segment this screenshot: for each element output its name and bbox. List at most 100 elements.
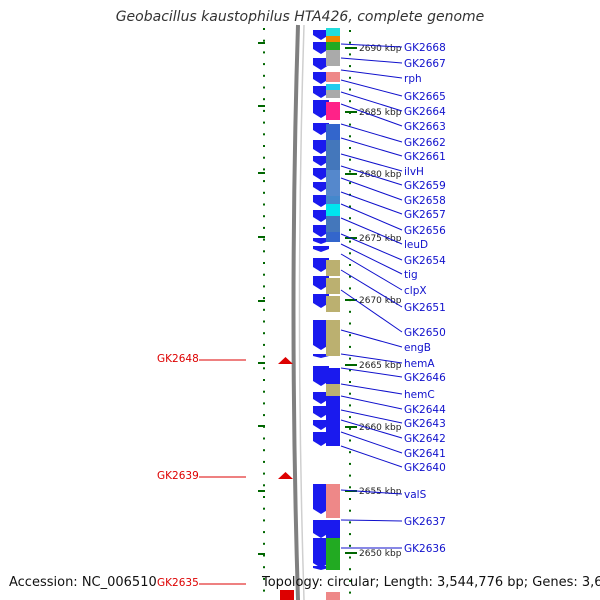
gene-category-bar [326, 216, 340, 232]
gene-category-bar [326, 484, 340, 518]
gene-leader-line [340, 489, 403, 495]
scale-tick [263, 577, 265, 580]
gene-leader-line [340, 409, 403, 424]
scale-tick [349, 568, 351, 571]
scale-tick [263, 496, 265, 498]
scale-tick [349, 228, 351, 231]
gene-leader-line [340, 519, 403, 522]
kbp-label: 2680 kbp [359, 170, 402, 180]
scale-tick [263, 355, 265, 358]
gene-category-bar [326, 396, 340, 446]
scale-tick [263, 273, 265, 276]
gene-leader-line [340, 43, 403, 48]
scale-tick [349, 404, 351, 407]
highlight-gene-label: GK2648 [157, 353, 199, 365]
gene-category-bar [326, 320, 340, 356]
gene-arrow [313, 294, 329, 308]
gene-label: leuD [404, 239, 428, 251]
scale-tick [349, 170, 351, 173]
scale-tick [349, 591, 351, 594]
scale-tick [349, 345, 351, 348]
gene-leader-line [340, 395, 403, 410]
scale-tick [263, 51, 265, 54]
gene-arrow [313, 366, 329, 386]
gene-label: clpX [404, 285, 427, 297]
scale-tick [349, 264, 351, 266]
gene-category-bar [326, 124, 340, 136]
gene-arrow [313, 354, 329, 358]
gene-category-bar [326, 102, 340, 120]
highlight-gene-label: GK2639 [157, 470, 199, 482]
scale-tick [349, 100, 351, 103]
scale-tick [349, 41, 351, 44]
scale-tick [349, 474, 351, 477]
scale-major-tick [258, 300, 265, 302]
scale-tick [263, 74, 265, 77]
gene-label: GK2662 [404, 137, 446, 149]
highlight-marker [280, 590, 294, 600]
scale-tick [263, 145, 265, 147]
scale-tick [349, 147, 351, 149]
scale-tick [263, 554, 265, 557]
scale-tick [349, 76, 351, 79]
scale-tick [263, 180, 265, 183]
gene-leader-line [340, 233, 403, 261]
scale-tick [263, 203, 265, 206]
gene-label: GK2643 [404, 418, 446, 430]
gene-arrow [313, 72, 329, 84]
scale-tick [263, 367, 265, 370]
scale-tick [349, 217, 351, 220]
kbp-label: 2665 kbp [359, 361, 402, 371]
scale-tick [349, 123, 351, 126]
scale-tick [263, 133, 265, 136]
gene-category-bar [326, 204, 340, 216]
gene-leader-line [340, 383, 403, 395]
scale-major-tick [258, 425, 265, 427]
gene-leader-line [340, 203, 403, 231]
gene-leader-line [340, 79, 403, 97]
scale-tick [349, 334, 351, 337]
scale-major-tick [258, 172, 265, 174]
gene-label: GK2637 [404, 516, 446, 528]
scale-tick [263, 519, 265, 522]
gene-leader-line [340, 269, 403, 308]
scale-tick [263, 460, 265, 463]
gene-label: GK2665 [404, 91, 446, 103]
kbp-label: 2660 kbp [359, 423, 402, 433]
scale-tick [263, 98, 265, 101]
scale-tick [349, 498, 351, 500]
gene-leader-line [340, 289, 403, 333]
scale-tick [349, 30, 351, 32]
gene-label: engB [404, 342, 431, 354]
gene-label: GK2668 [404, 42, 446, 54]
gene-arrow [313, 210, 329, 222]
gene-category-bar [326, 384, 340, 396]
gene-category-bar [326, 278, 340, 294]
gene-category-bar [326, 196, 340, 204]
scale-tick [263, 285, 265, 288]
gene-arrow [313, 520, 329, 538]
gene-arrow [313, 276, 329, 290]
gene-category-bar [326, 36, 340, 42]
scale-tick [263, 414, 265, 417]
kbp-label: 2675 kbp [359, 234, 402, 244]
gene-category-bar [326, 136, 340, 140]
gene-arrow [313, 538, 329, 568]
scale-tick [349, 533, 351, 536]
gene-arrow [313, 100, 329, 118]
gene-arrow [313, 156, 329, 166]
gene-label: hemC [404, 389, 435, 401]
map-title: Geobacillus kaustophilus HTA426, complet… [115, 9, 485, 25]
scale-major-tick [258, 236, 265, 238]
scale-tick [349, 88, 351, 91]
gene-category-bar [326, 158, 340, 170]
scale-tick [349, 509, 351, 512]
gene-category-bar [326, 84, 340, 92]
scale-tick [263, 86, 265, 89]
kbp-label: 2690 kbp [359, 44, 402, 54]
scale-tick [349, 392, 351, 395]
scale-tick [263, 250, 265, 253]
scale-tick [349, 310, 351, 313]
scale-tick [263, 332, 265, 335]
